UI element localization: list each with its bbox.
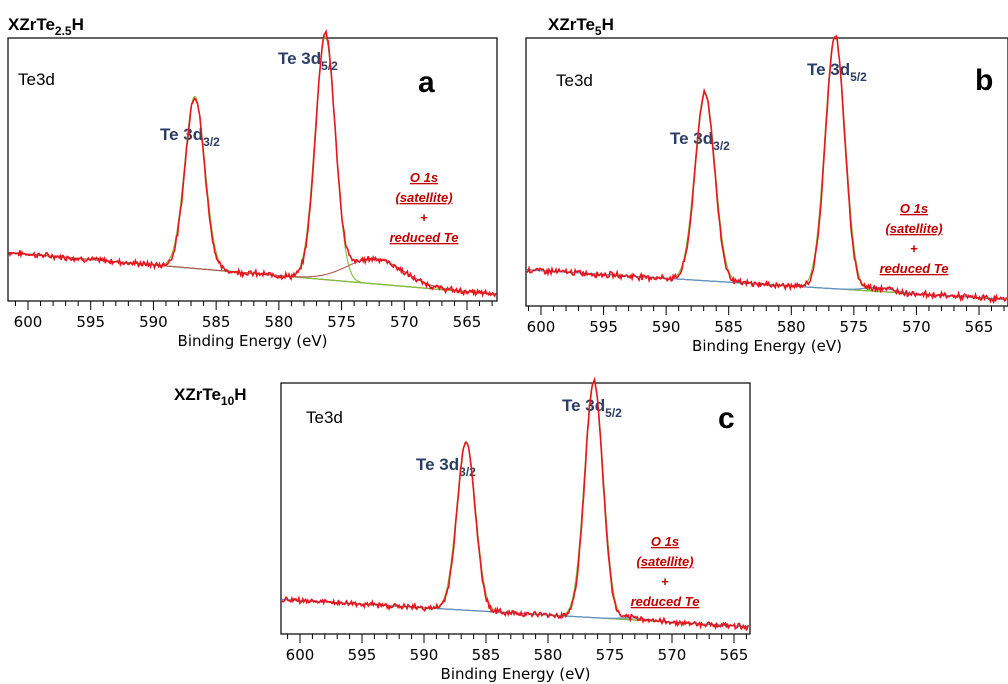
- region-label: Te3d: [18, 70, 55, 89]
- x-tick-label: 590: [410, 646, 439, 664]
- x-tick-label: 600: [286, 646, 315, 664]
- plot-frame: [525, 37, 1008, 307]
- measured-spectrum: [8, 28, 497, 298]
- component-fit: [526, 35, 1007, 300]
- measured-spectrum: [281, 376, 749, 632]
- plot-frame: [7, 37, 498, 302]
- x-tick-label: 575: [840, 318, 869, 336]
- panel-letter: b: [975, 64, 993, 97]
- sample-title: XZrTe2.5H: [8, 15, 84, 38]
- x-axis-label: Binding Energy (eV): [441, 665, 591, 683]
- peak-label: Te 3d3/2: [670, 129, 730, 153]
- x-tick-label: 590: [652, 318, 681, 336]
- annotation-line: reduced Te: [390, 230, 459, 245]
- annotation-line: (satellite): [636, 554, 693, 569]
- x-tick-label: 590: [139, 313, 168, 331]
- sample-title: XZrTe10H: [174, 385, 247, 408]
- x-tick-label: 595: [589, 318, 618, 336]
- x-tick-label: 600: [527, 318, 556, 336]
- panel-letter: a: [418, 66, 435, 99]
- component-fit: [282, 381, 749, 628]
- annotation-line: reduced Te: [880, 261, 949, 276]
- x-tick-label: 580: [265, 313, 294, 331]
- x-tick-label: 575: [327, 313, 356, 331]
- annotation-line: (satellite): [885, 221, 942, 236]
- panel-a: 600 595 590 585 580 575 570 565 Binding Energy (…: [7, 15, 498, 350]
- plot-frame: [280, 382, 751, 635]
- x-tick-label: 565: [965, 318, 994, 336]
- x-tick-label: 585: [202, 313, 231, 331]
- x-tick-label: 565: [720, 646, 749, 664]
- panel-letter: c: [718, 402, 735, 435]
- peak-label: Te 3d3/2: [416, 455, 476, 479]
- panel-b: 600 595 590 585 580 575 570 565 Binding Energy (…: [526, 15, 1008, 355]
- peak-label: Te 3d5/2: [278, 49, 338, 73]
- x-tick-label: 575: [596, 646, 625, 664]
- region-label: Te3d: [556, 71, 593, 90]
- sample-title: XZrTe5H: [548, 15, 614, 38]
- annotation-line: +: [661, 574, 669, 589]
- x-axis-label: Binding Energy (eV): [178, 332, 328, 350]
- x-tick-label: 595: [348, 646, 377, 664]
- annotation-line: O 1s: [410, 170, 438, 185]
- x-tick-label: 570: [658, 646, 687, 664]
- x-tick-label: 565: [453, 313, 482, 331]
- peak-label: Te 3d5/2: [562, 396, 622, 420]
- annotation-line: O 1s: [900, 201, 928, 216]
- panel-c: 600 595 590 585 580 575 570 565 Binding Energy (…: [174, 376, 751, 683]
- annotation-line: (satellite): [395, 190, 452, 205]
- annotation-line: +: [420, 210, 428, 225]
- peak-label: Te 3d5/2: [807, 60, 867, 84]
- peak-label: Te 3d3/2: [160, 125, 220, 149]
- x-axis-label: Binding Energy (eV): [692, 337, 842, 355]
- annotation-line: +: [910, 241, 918, 256]
- measured-spectrum: [526, 34, 1008, 305]
- x-tick-label: 600: [14, 313, 43, 331]
- annotation-line: O 1s: [651, 534, 679, 549]
- region-label: Te3d: [306, 408, 343, 427]
- annotation-line: reduced Te: [631, 594, 700, 609]
- x-tick-label: 585: [472, 646, 501, 664]
- x-tick-label: 580: [777, 318, 806, 336]
- x-tick-label: 570: [390, 313, 419, 331]
- x-tick-label: 570: [902, 318, 931, 336]
- x-tick-label: 595: [76, 313, 105, 331]
- x-tick-label: 580: [534, 646, 563, 664]
- x-tick-label: 585: [714, 318, 743, 336]
